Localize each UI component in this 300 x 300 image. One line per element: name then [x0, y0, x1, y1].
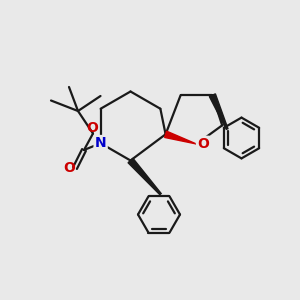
Polygon shape — [165, 131, 196, 144]
Text: O: O — [86, 121, 98, 135]
Polygon shape — [209, 94, 228, 129]
Polygon shape — [128, 158, 161, 195]
Text: N: N — [95, 136, 106, 150]
Text: O: O — [64, 161, 76, 175]
Text: O: O — [197, 137, 209, 151]
